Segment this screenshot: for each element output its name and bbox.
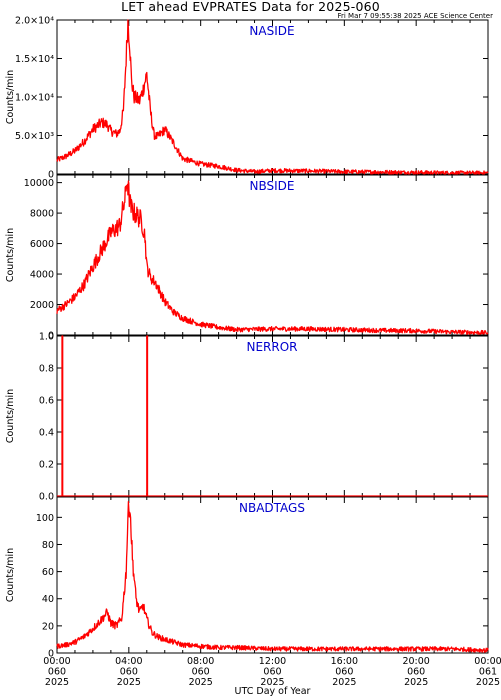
- y-tick-label: 8000: [30, 209, 54, 220]
- y-axis-label: Counts/min: [5, 228, 16, 282]
- x-tick-label: 16:00: [331, 656, 358, 667]
- y-tick-label: 60: [42, 567, 54, 578]
- x-tick-label: 061: [479, 667, 497, 678]
- x-tick-label: 00:00: [43, 656, 70, 667]
- data-series-nerror: [57, 335, 488, 497]
- x-tick-label: 2025: [332, 677, 356, 688]
- y-tick-label: 1.0: [39, 332, 54, 343]
- x-axis-label: UTC Day of Year: [235, 686, 311, 697]
- y-axis-label: Counts/min: [5, 389, 16, 443]
- panel-label-nerror: NERROR: [246, 340, 297, 354]
- x-tick-label: 2025: [189, 677, 213, 688]
- x-tick-label: 060: [48, 667, 66, 678]
- x-tick-label: 2025: [404, 677, 428, 688]
- y-axis-label: Counts/min: [5, 548, 16, 602]
- y-tick-label: 1.5×10⁴: [15, 54, 54, 65]
- y-tick-label: 80: [42, 540, 54, 551]
- data-series-nbadtags: [56, 501, 489, 653]
- x-tick-label: 00:00: [474, 656, 501, 667]
- x-tick-label: 2025: [117, 677, 141, 688]
- y-tick-label: 6000: [30, 239, 54, 250]
- panel-label-nbadtags: NBADTAGS: [239, 501, 305, 515]
- x-tick-label: 2025: [45, 677, 69, 688]
- panel-frame-naside: [56, 19, 489, 175]
- y-tick-label: 10000: [24, 178, 54, 189]
- y-tick-label: 0.2: [39, 460, 54, 471]
- y-tick-label: 40: [42, 594, 54, 605]
- x-tick-label: 060: [120, 667, 138, 678]
- panel-label-nbside: NBSIDE: [250, 179, 295, 193]
- data-series-naside: [56, 19, 489, 175]
- y-tick-label: 0: [48, 649, 54, 660]
- x-tick-label: 04:00: [115, 656, 142, 667]
- panel-frame-nbside: [56, 174, 489, 336]
- x-tick-label: 2025: [260, 677, 284, 688]
- x-tick-label: 12:00: [259, 656, 286, 667]
- y-tick-label: 5.0×10³: [15, 131, 54, 142]
- data-series-nbside: [56, 180, 489, 336]
- panel-label-naside: NASIDE: [249, 24, 294, 38]
- x-tick-label: 2025: [476, 677, 500, 688]
- y-tick-label: 0.8: [39, 364, 54, 375]
- panel-frame-nbadtags: [56, 496, 489, 654]
- y-tick-label: 0: [48, 331, 54, 342]
- x-tick-label: 20:00: [402, 656, 429, 667]
- x-tick-label: 08:00: [187, 656, 214, 667]
- y-tick-label: 0: [48, 170, 54, 181]
- y-tick-label: 1.0×10⁴: [15, 93, 54, 104]
- y-axis-label: Counts/min: [5, 70, 16, 124]
- y-tick-label: 100: [36, 513, 54, 524]
- y-tick-label: 2.0×10⁴: [15, 16, 54, 27]
- x-tick-label: 060: [407, 667, 425, 678]
- y-tick-label: 2000: [30, 300, 54, 311]
- x-tick-label: 060: [192, 667, 210, 678]
- y-tick-label: 0.0: [39, 492, 54, 503]
- y-tick-label: 4000: [30, 270, 54, 281]
- x-tick-label: 060: [263, 667, 281, 678]
- panel-frame-nerror: [56, 335, 489, 497]
- y-tick-label: 0.6: [39, 396, 54, 407]
- x-tick-label: 060: [335, 667, 353, 678]
- y-tick-label: 20: [42, 621, 54, 632]
- chart-subtitle: Fri Mar 7 09:55:38 2025 ACE Science Cent…: [337, 12, 493, 20]
- y-tick-label: 0.4: [39, 428, 54, 439]
- chart-title: LET ahead EVPRATES Data for 2025-060: [121, 0, 380, 14]
